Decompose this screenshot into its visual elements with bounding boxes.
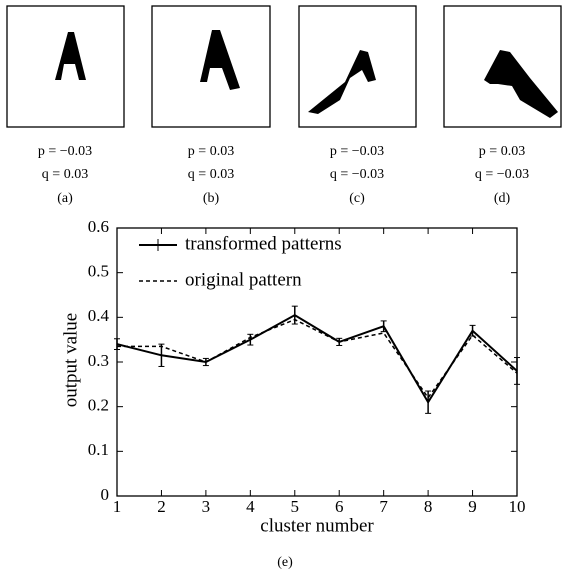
letter-shape — [55, 32, 86, 80]
panel-images — [6, 5, 562, 128]
panel-label: (a) — [57, 191, 73, 206]
x-tick-label: 3 — [202, 497, 211, 516]
panel-b — [151, 5, 271, 128]
x-tick-label: 10 — [509, 497, 526, 516]
y-tick-label: 0.5 — [88, 262, 109, 281]
x-tick-label: 2 — [157, 497, 166, 516]
y-tick-label: 0.4 — [88, 306, 110, 325]
panel-d — [443, 5, 562, 128]
y-axis-label: output value — [60, 313, 81, 407]
y-tick-label: 0.3 — [88, 351, 109, 370]
y-tick-label: 0.6 — [88, 217, 109, 236]
panel-label: (b) — [203, 191, 220, 206]
x-tick-label: 5 — [291, 497, 300, 516]
x-tick-label: 7 — [379, 497, 388, 516]
panel-p: p = 0.03 — [188, 144, 234, 159]
panel-p: p = −0.03 — [330, 144, 384, 159]
panel-q: q = −0.03 — [330, 167, 384, 182]
x-tick-label: 9 — [468, 497, 477, 516]
legend-label: original pattern — [185, 269, 302, 290]
panel-q: q = −0.03 — [475, 167, 529, 182]
series-line — [117, 318, 518, 400]
letter-shape — [484, 50, 558, 118]
plot-frame — [116, 227, 518, 497]
y-tick-label: 0.1 — [88, 440, 109, 459]
error-bar — [514, 357, 520, 385]
x-tick-label: 1 — [113, 497, 122, 516]
panel-label: (c) — [349, 191, 365, 206]
error-bar — [158, 343, 165, 367]
x-axis-label: cluster number — [260, 515, 374, 536]
image-frame — [298, 5, 417, 128]
image-frame — [6, 5, 125, 128]
panel-p: p = −0.03 — [38, 144, 92, 159]
letter-shape — [200, 30, 240, 90]
image-frame — [443, 5, 562, 128]
letter-shape — [308, 50, 376, 114]
panel-q: q = 0.03 — [42, 167, 88, 182]
panel-label: (d) — [494, 191, 511, 206]
y-tick-label: 0 — [101, 485, 110, 504]
panel-q: q = 0.03 — [188, 167, 234, 182]
error-bar — [425, 390, 432, 414]
x-tick-label: 4 — [246, 497, 255, 516]
panel-a — [6, 5, 125, 128]
error-bar — [114, 338, 120, 350]
error-bar — [380, 320, 387, 333]
series-line — [116, 313, 518, 405]
x-tick-label: 8 — [424, 497, 433, 516]
panel-c — [298, 5, 417, 128]
x-tick-label: 6 — [335, 497, 344, 516]
error-bar — [291, 305, 298, 325]
caption: (e) — [277, 555, 293, 570]
error-bar — [247, 333, 254, 346]
panel-p: p = 0.03 — [479, 144, 525, 159]
legend-label: transformed patterns — [185, 233, 342, 254]
image-frame — [151, 5, 271, 128]
y-tick-label: 0.2 — [88, 396, 109, 415]
